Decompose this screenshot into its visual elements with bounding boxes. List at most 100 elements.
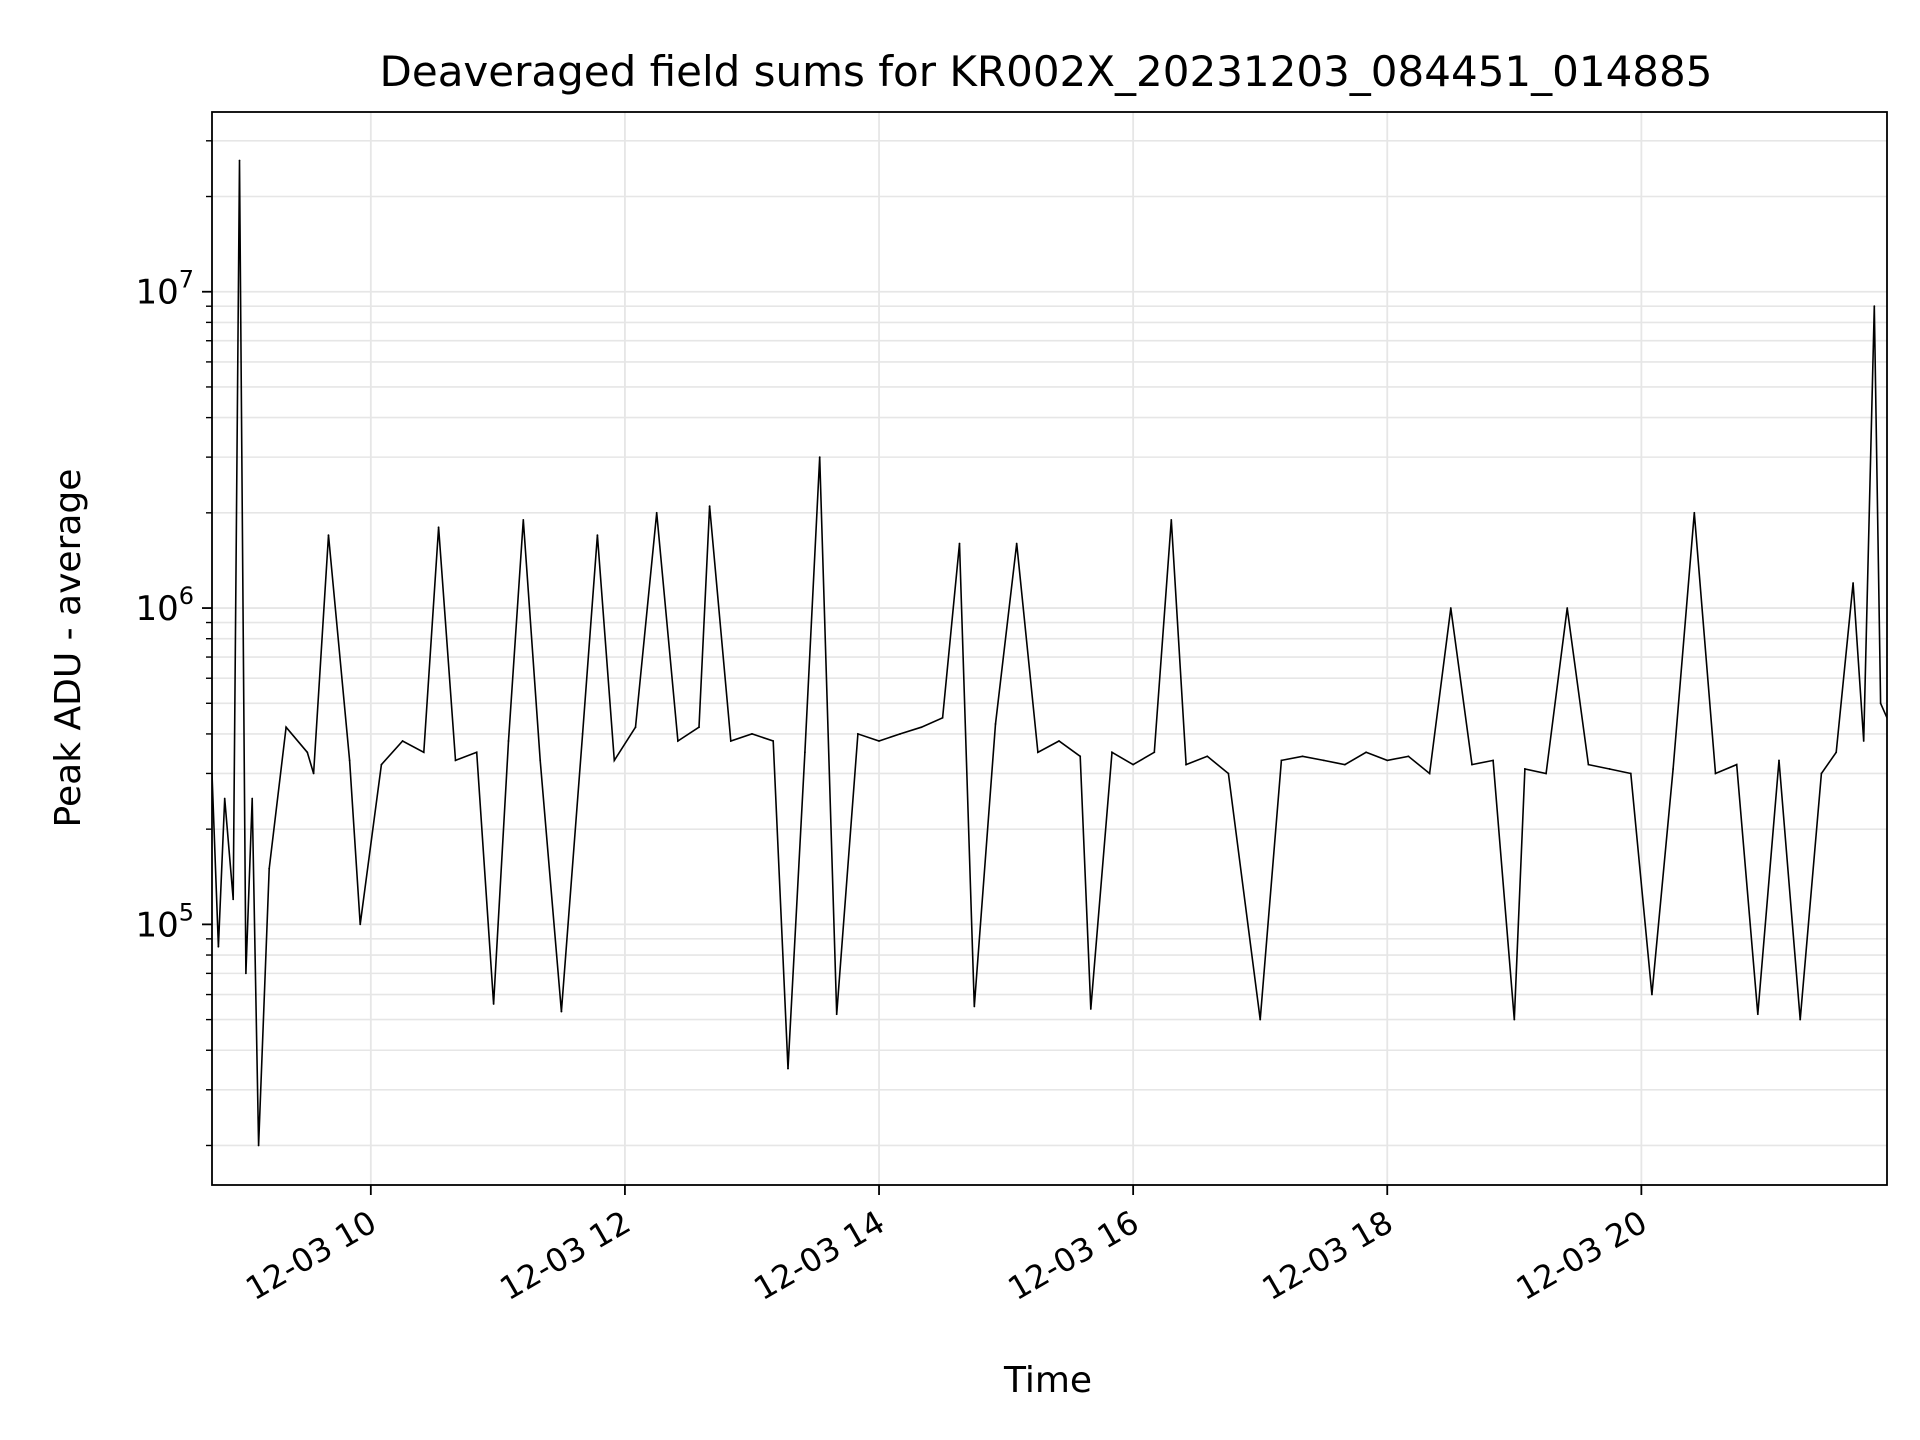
series-point bbox=[1015, 542, 1018, 545]
y-tick-label: 106 bbox=[135, 582, 194, 629]
series-point bbox=[1545, 772, 1547, 775]
series-point bbox=[1036, 751, 1039, 754]
series-point bbox=[1566, 607, 1569, 609]
series-point bbox=[268, 867, 271, 870]
x-tick-label: 12-03 18 bbox=[1256, 1203, 1400, 1308]
series-point bbox=[492, 1003, 495, 1005]
series-point bbox=[958, 542, 961, 545]
series-line bbox=[212, 160, 1887, 1146]
series-point bbox=[676, 740, 679, 742]
series-point bbox=[1852, 582, 1855, 584]
series-point bbox=[1058, 740, 1060, 742]
series-point bbox=[507, 740, 510, 742]
series-point bbox=[522, 518, 525, 521]
series-point bbox=[1672, 768, 1675, 770]
series-point bbox=[217, 945, 220, 948]
series-point bbox=[422, 751, 425, 754]
series-point bbox=[1259, 1018, 1262, 1021]
series-point bbox=[454, 759, 457, 762]
series-point bbox=[751, 733, 753, 735]
y-tick-label: 107 bbox=[135, 266, 194, 313]
series-point bbox=[772, 740, 775, 742]
series-point bbox=[238, 159, 241, 162]
series-point bbox=[1301, 755, 1304, 758]
series-point bbox=[560, 1010, 563, 1013]
series-point bbox=[257, 1144, 260, 1147]
series-point bbox=[1111, 751, 1113, 754]
series-point bbox=[285, 726, 288, 729]
series-point bbox=[1778, 759, 1780, 762]
series-point bbox=[1820, 772, 1823, 775]
series-point bbox=[1862, 740, 1865, 742]
series-point bbox=[787, 1067, 789, 1070]
series-point bbox=[1449, 607, 1452, 609]
series-point bbox=[899, 733, 902, 735]
series-layer bbox=[212, 159, 1887, 1147]
series-point bbox=[634, 726, 637, 729]
x-tick-label: 12-03 16 bbox=[1002, 1203, 1146, 1308]
series-point bbox=[804, 751, 806, 754]
series-point bbox=[835, 1013, 838, 1016]
series-point bbox=[698, 726, 700, 729]
series-point bbox=[655, 511, 658, 514]
series-point bbox=[1513, 1018, 1516, 1021]
y-axis-label: Peak ADU - average bbox=[48, 469, 89, 828]
series-point bbox=[475, 751, 478, 754]
series-point bbox=[1756, 1013, 1759, 1016]
series-point bbox=[1227, 772, 1230, 775]
series-point bbox=[359, 923, 362, 926]
chart-title: Deaveraged field sums for KR002X_2023120… bbox=[380, 47, 1713, 96]
series-point bbox=[1280, 759, 1283, 762]
series-point bbox=[1471, 763, 1473, 766]
series-point bbox=[1170, 518, 1173, 521]
y-axis-ticks: 105 106 107 bbox=[135, 140, 212, 1147]
series-point bbox=[539, 759, 542, 762]
series-point bbox=[920, 726, 923, 729]
grid-lines bbox=[212, 112, 1887, 1185]
series-point bbox=[1735, 763, 1738, 766]
series-point bbox=[1879, 702, 1882, 705]
series-point bbox=[1693, 511, 1696, 514]
series-point bbox=[708, 505, 711, 508]
series-point bbox=[251, 797, 254, 800]
series-point bbox=[1365, 751, 1367, 754]
series-point bbox=[1322, 759, 1325, 762]
series-point bbox=[856, 733, 859, 735]
series-point bbox=[1714, 772, 1717, 775]
series-point bbox=[1407, 755, 1410, 758]
series-point bbox=[1132, 763, 1135, 766]
series-point bbox=[348, 759, 351, 762]
series-point bbox=[1651, 993, 1653, 996]
series-point bbox=[729, 740, 732, 742]
series-point bbox=[1587, 763, 1590, 766]
series-point bbox=[437, 526, 440, 529]
series-point bbox=[1386, 759, 1389, 762]
series-point bbox=[1629, 772, 1632, 775]
series-point bbox=[613, 759, 616, 762]
y-tick-label: 105 bbox=[135, 898, 194, 945]
series-point bbox=[1206, 755, 1209, 758]
series-point bbox=[312, 772, 315, 775]
plot-frame bbox=[211, 111, 1888, 1186]
series-point bbox=[1185, 763, 1187, 766]
series-point bbox=[1079, 755, 1082, 758]
series-point bbox=[327, 534, 330, 537]
series-point bbox=[1608, 768, 1611, 770]
series-point bbox=[973, 1005, 976, 1008]
x-tick-label: 12-03 14 bbox=[747, 1203, 891, 1308]
series-point bbox=[994, 723, 997, 725]
series-point bbox=[1492, 759, 1495, 762]
series-point bbox=[1835, 751, 1838, 754]
series-point bbox=[878, 740, 880, 742]
series-point bbox=[941, 716, 944, 719]
series-point bbox=[596, 534, 599, 537]
x-axis-ticks: 12-03 10 12-03 12 12-03 14 12-03 16 12-03 18… bbox=[239, 1185, 1653, 1308]
x-axis-label: Time bbox=[1003, 1360, 1092, 1401]
x-tick-label: 12-03 10 bbox=[239, 1203, 383, 1308]
series-point bbox=[223, 797, 226, 800]
series-point bbox=[1153, 751, 1156, 754]
series-point bbox=[581, 733, 584, 735]
series-point bbox=[380, 763, 383, 766]
series-point bbox=[1873, 305, 1876, 308]
